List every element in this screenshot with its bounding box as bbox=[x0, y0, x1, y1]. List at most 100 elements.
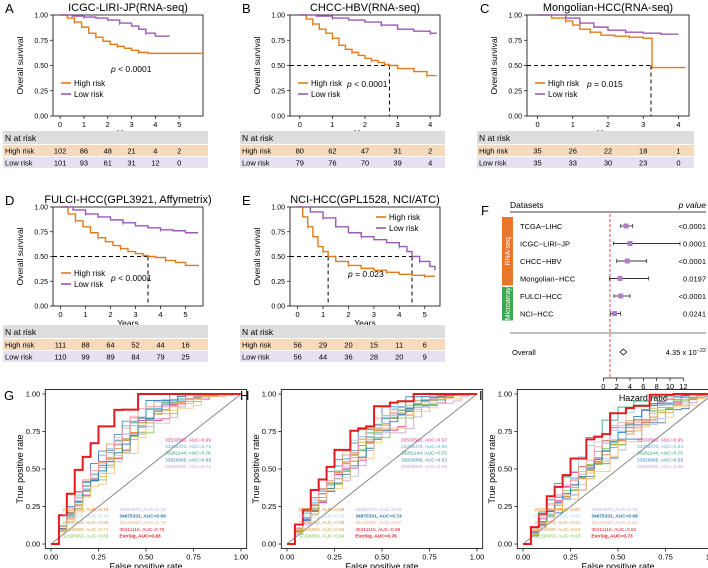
risk-value: 20 bbox=[395, 353, 403, 362]
roc-legend-entry: 35123357, AUC=0.61 bbox=[591, 520, 637, 526]
km-panel-B: B CHCC-HBV(RNA-seq) 0.00 0.25 0.50 0.75 1.00 0 1… bbox=[240, 1, 445, 168]
risk-table-title: N at risk bbox=[242, 133, 274, 143]
risk-value: 30 bbox=[604, 159, 612, 168]
risk-value: 25 bbox=[181, 353, 189, 362]
risk-table-header bbox=[3, 131, 208, 144]
y-tick-label: 0.00 bbox=[508, 114, 522, 121]
y-tick-label: 0.00 bbox=[271, 304, 285, 311]
roc-legend-entry: 35311115, AUC=0.62 bbox=[591, 527, 636, 533]
forest-point bbox=[612, 311, 618, 316]
risk-value: 9 bbox=[423, 353, 427, 362]
y-tick-label: 0.00 bbox=[34, 304, 48, 311]
forest-dataset-label: CHCC−HBV bbox=[520, 257, 561, 266]
x-tick-label: 0 bbox=[58, 120, 62, 129]
km-curve-high bbox=[297, 206, 435, 277]
risk-row-label: Low risk bbox=[5, 353, 33, 362]
legend-label: High risk bbox=[548, 79, 580, 88]
y-axis-label: Overall survival bbox=[15, 227, 25, 285]
x-tick-label: 0.25 bbox=[91, 553, 106, 562]
y-tick-label: 1.00 bbox=[271, 13, 285, 20]
roc-curve bbox=[51, 393, 242, 545]
x-tick-label: 1 bbox=[571, 120, 575, 129]
y-tick-label: 1.00 bbox=[508, 13, 522, 20]
y-tick-label: 0.50 bbox=[271, 63, 285, 70]
km-curve-low bbox=[60, 206, 198, 234]
risk-value: 48 bbox=[104, 147, 112, 156]
risk-value: 31 bbox=[393, 147, 401, 156]
x-tick-label: 3 bbox=[133, 310, 137, 319]
forest-header-pvalue: p value bbox=[678, 200, 707, 210]
y-axis-label: Overall survival bbox=[15, 36, 25, 94]
forest-dataset-label: FULCI−HCC bbox=[520, 292, 563, 301]
risk-value: 28 bbox=[370, 353, 378, 362]
risk-row-band bbox=[3, 145, 208, 156]
risk-row-band bbox=[3, 351, 208, 362]
y-tick-label: 0.75 bbox=[26, 427, 41, 436]
forest-dataset-label: NCI−HCC bbox=[520, 310, 554, 319]
x-tick-label: 0.75 bbox=[422, 553, 437, 562]
roc-curve bbox=[287, 393, 477, 545]
y-tick-label: 0.50 bbox=[271, 254, 285, 261]
risk-row-band bbox=[3, 157, 208, 168]
risk-row-band bbox=[240, 157, 445, 168]
risk-table-title: N at risk bbox=[479, 133, 511, 143]
x-axis-label: Years bbox=[354, 318, 375, 328]
roc-legend-entry: 33289373, AUC=0.64 bbox=[637, 444, 683, 450]
km-panel-A: A ICGC-LIRI-JP(RNA-seq) 0.00 0.25 0.50 0.75 1.… bbox=[3, 1, 208, 168]
risk-row-band bbox=[240, 351, 445, 362]
risk-value: 22 bbox=[604, 147, 612, 156]
x-tick-label: 2 bbox=[346, 310, 350, 319]
roc-diagonal bbox=[286, 393, 478, 545]
risk-value: 61 bbox=[104, 159, 112, 168]
x-tick-label: 5 bbox=[183, 310, 187, 319]
p-value: p < 0.0001 bbox=[346, 79, 388, 89]
panel-letter: A bbox=[5, 1, 14, 16]
y-tick-label: 0.50 bbox=[26, 465, 41, 474]
x-tick-label: 0.50 bbox=[375, 553, 390, 562]
risk-value: 11 bbox=[395, 341, 403, 350]
risk-value: 0 bbox=[177, 159, 181, 168]
risk-table: N at risk High risk 80 62 47 31 2 Low risk 79 76 7… bbox=[240, 131, 445, 168]
x-tick-label: 1.00 bbox=[470, 553, 485, 562]
risk-value: 76 bbox=[328, 159, 336, 168]
forest-point bbox=[617, 276, 623, 281]
risk-value: 6 bbox=[423, 341, 427, 350]
y-tick-label: 1.00 bbox=[34, 13, 48, 20]
x-tick-label: 0.50 bbox=[139, 553, 154, 562]
roc-legend-entry: 23825531, AUC=0.74 bbox=[62, 514, 108, 520]
x-tick-label: 4 bbox=[397, 310, 401, 319]
roc-legend-entry: 33281144, AUC=0.76 bbox=[165, 451, 211, 457]
roc-legend-entry: 33281144, AUC=0.73 bbox=[401, 451, 447, 457]
roc-panel-H: H 0.00 0.25 0.50 0.75 1.00 0.00 0.25 0.50 0.75 1.0… bbox=[240, 388, 484, 568]
risk-value: 44 bbox=[156, 341, 164, 350]
x-tick-label: 0.25 bbox=[327, 553, 342, 562]
legend-label: High risk bbox=[311, 79, 343, 88]
x-axis-label: Years bbox=[117, 318, 138, 328]
forest-pvalue: 0.0001 bbox=[683, 240, 706, 249]
risk-value: 99 bbox=[81, 353, 89, 362]
panel-title: FULCI-HCC(GPL3921, Affymetrix) bbox=[44, 194, 211, 206]
roc-legend-entry: 25890192, AUC=0.68 bbox=[62, 520, 108, 526]
y-tick-label: 0.75 bbox=[271, 38, 285, 45]
roc-diagonal bbox=[50, 393, 242, 545]
x-tick-label: 5 bbox=[423, 310, 427, 319]
risk-value: 102 bbox=[54, 147, 67, 156]
forest-x-tick-label: 10 bbox=[666, 382, 674, 391]
roc-legend-entry: 34875331, AUC=0.69 bbox=[119, 514, 166, 520]
roc-legend-entry: 22105560, AUC=0.67 bbox=[534, 507, 580, 513]
panel-letter: F bbox=[481, 203, 489, 218]
forest-group-label: RNA-seq bbox=[505, 237, 512, 266]
roc-legend-entry: 35311115, AUC=0.75 bbox=[119, 527, 164, 533]
forest-x-tick-label: 8 bbox=[655, 382, 659, 391]
risk-value: 64 bbox=[106, 341, 114, 350]
y-tick-label: 0.50 bbox=[498, 465, 513, 474]
forest-overall-diamond bbox=[619, 348, 628, 356]
y-tick-label: 0.00 bbox=[498, 540, 513, 549]
roc-panel-I: I 0.00 0.25 0.50 0.75 1.00 0.00 0.25 0.50 0.75 1.0… bbox=[479, 388, 708, 568]
km-curve-high bbox=[299, 14, 437, 77]
y-axis-label: True positive rate bbox=[251, 434, 261, 503]
y-tick-label: 0.25 bbox=[271, 279, 285, 286]
forest-point bbox=[623, 223, 629, 229]
risk-row-band bbox=[477, 145, 694, 156]
risk-table-header bbox=[240, 131, 445, 144]
